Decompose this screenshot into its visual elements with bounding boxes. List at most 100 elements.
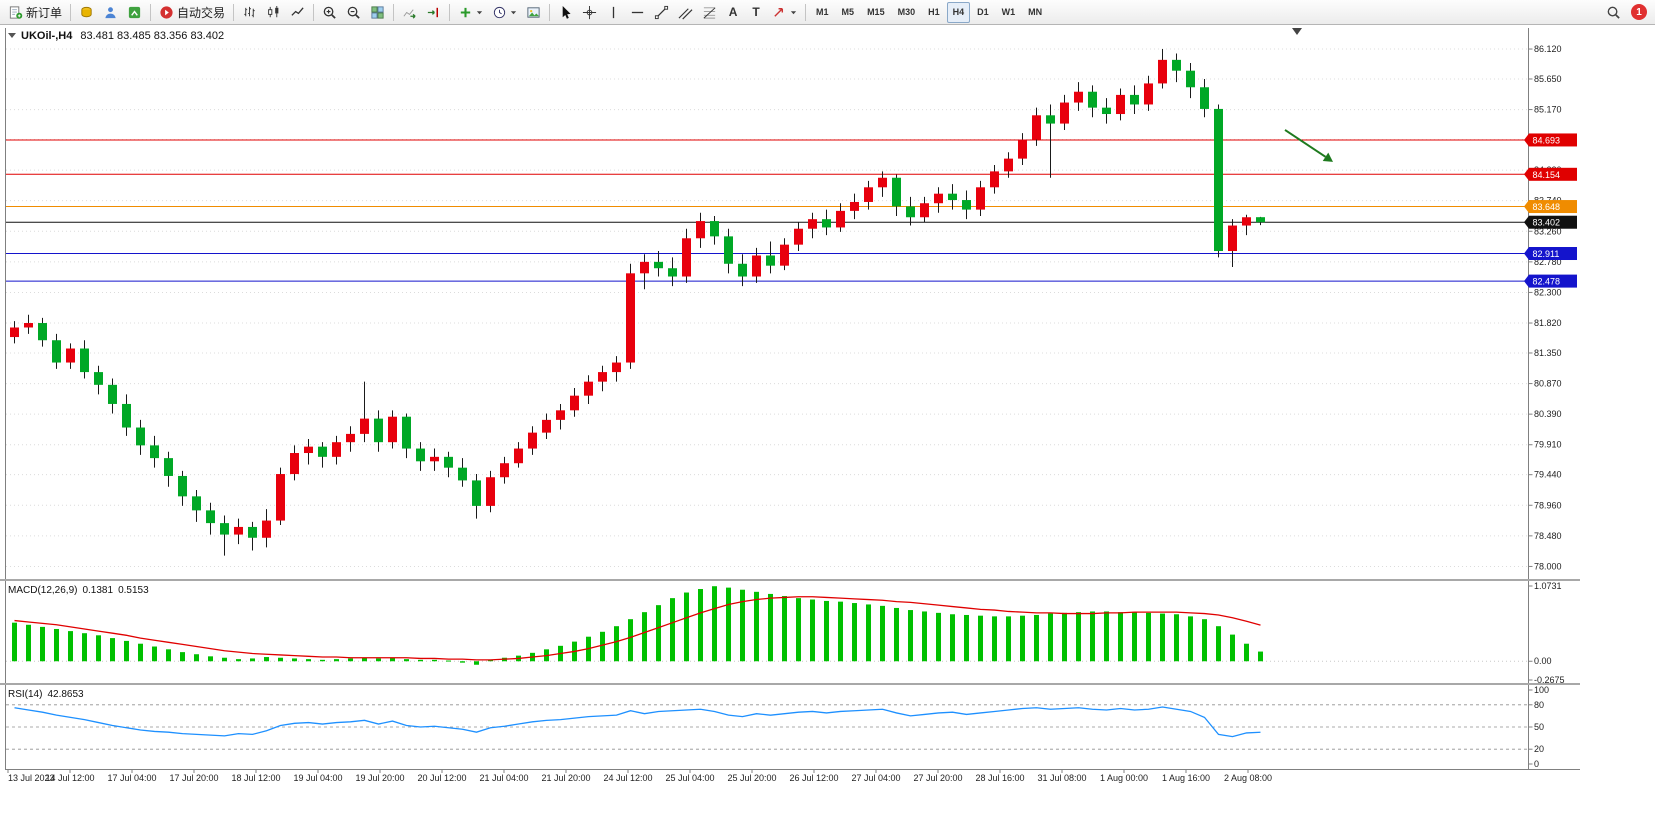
timeframe-m15[interactable]: M15 [861, 2, 891, 23]
toolbar-separator [150, 3, 152, 21]
svg-text:14 Jul 12:00: 14 Jul 12:00 [45, 773, 94, 783]
price-axis[interactable]: 86.12085.65085.17084.70084.22083.74083.2… [1528, 44, 1565, 769]
auto-scroll-button[interactable] [398, 2, 421, 23]
timeframe-h4[interactable]: H4 [946, 1, 971, 23]
svg-text:78.480: 78.480 [1534, 531, 1562, 541]
label-tool[interactable]: T [745, 2, 767, 23]
toolbar-separator [233, 3, 235, 21]
symbol-dropdown-icon[interactable] [8, 33, 16, 42]
search-button[interactable] [1602, 2, 1625, 23]
rsi-indicator-label: RSI(14) 42.8653 [8, 689, 89, 700]
price-badge-82.478: 82.478 [1533, 277, 1561, 287]
timeframe-m30[interactable]: M30 [892, 2, 922, 23]
periods-button[interactable] [488, 2, 521, 23]
toolbar-items: 新订单 自动交易 A T M1 M5 M15 M30 H1 H4 D1 W1 MN [4, 1, 1048, 23]
new-chart-button[interactable] [454, 2, 487, 23]
price-badge-83.402: 83.402 [1533, 218, 1561, 228]
toolbar-separator [393, 3, 395, 21]
timeframe-m5[interactable]: M5 [836, 2, 861, 23]
svg-text:79.910: 79.910 [1534, 440, 1562, 450]
svg-text:24 Jul 12:00: 24 Jul 12:00 [603, 773, 652, 783]
svg-text:80.390: 80.390 [1534, 409, 1562, 419]
vertical-line-tool[interactable] [602, 2, 625, 23]
timeframe-h1[interactable]: H1 [922, 2, 946, 23]
channel-tool[interactable] [674, 2, 697, 23]
chart-shift-marker[interactable] [1292, 28, 1302, 35]
toolbar-separator [70, 3, 72, 21]
svg-text:0.00: 0.00 [1534, 656, 1552, 666]
timeframe-w1[interactable]: W1 [996, 2, 1022, 23]
svg-text:31 Jul 08:00: 31 Jul 08:00 [1037, 773, 1086, 783]
cursor-tool[interactable] [554, 2, 577, 23]
toolbar: 新订单 自动交易 A T M1 M5 M15 M30 H1 H4 D1 W1 MN 1 [0, 0, 1655, 25]
svg-text:1 Aug 16:00: 1 Aug 16:00 [1162, 773, 1210, 783]
text-tool[interactable]: A [722, 2, 744, 23]
new-order-button[interactable]: 新订单 [4, 2, 66, 23]
svg-text:17 Jul 20:00: 17 Jul 20:00 [169, 773, 218, 783]
rsi-value: 42.8653 [47, 689, 84, 700]
svg-text:78.000: 78.000 [1534, 561, 1562, 571]
price-badge-83.648: 83.648 [1533, 202, 1561, 212]
timeframe-d1[interactable]: D1 [971, 2, 995, 23]
horizontal-line-tool[interactable] [626, 2, 649, 23]
svg-text:18 Jul 12:00: 18 Jul 12:00 [231, 773, 280, 783]
price-badge-84.154: 84.154 [1533, 170, 1561, 180]
crosshair-tool[interactable] [578, 2, 601, 23]
macd-signal-value: 0.5153 [118, 585, 149, 596]
chart-shift-button[interactable] [422, 2, 445, 23]
svg-text:2 Aug 08:00: 2 Aug 08:00 [1224, 773, 1272, 783]
toolbar-separator [313, 3, 315, 21]
auto-trading-button[interactable]: 自动交易 [155, 2, 229, 23]
timeframe-mn[interactable]: MN [1022, 2, 1048, 23]
symbol-timeframe-label: UKOil-,H4 [21, 29, 73, 42]
templates-button[interactable] [522, 2, 545, 23]
svg-text:50: 50 [1534, 722, 1544, 732]
svg-text:25 Jul 04:00: 25 Jul 04:00 [665, 773, 714, 783]
candle-chart-button[interactable] [262, 2, 285, 23]
svg-text:79.440: 79.440 [1534, 470, 1562, 480]
svg-text:21 Jul 20:00: 21 Jul 20:00 [541, 773, 590, 783]
svg-text:100: 100 [1534, 685, 1549, 695]
svg-text:1.0731: 1.0731 [1534, 581, 1562, 591]
svg-text:82.780: 82.780 [1534, 257, 1562, 267]
timeframe-m1[interactable]: M1 [810, 2, 835, 23]
market-watch-button[interactable] [75, 2, 98, 23]
rsi-name: RSI(14) [8, 689, 43, 700]
toolbar-separator [449, 3, 451, 21]
data-window-button[interactable] [99, 2, 122, 23]
zoom-in-button[interactable] [318, 2, 341, 23]
toolbar-separator [549, 3, 551, 21]
svg-text:17 Jul 04:00: 17 Jul 04:00 [107, 773, 156, 783]
price-level-badges: 84.693 84.154 83.648 83.402 82.911 82.478 [1524, 133, 1577, 288]
macd-main-value: 0.1381 [82, 585, 114, 596]
shapes-tool[interactable] [768, 2, 801, 23]
svg-text:19 Jul 20:00: 19 Jul 20:00 [355, 773, 404, 783]
chart-symbol-title: UKOil-,H4 83.481 83.485 83.356 83.402 [8, 29, 224, 42]
notification-badge[interactable]: 1 [1631, 4, 1647, 20]
bar-chart-button[interactable] [238, 2, 261, 23]
toolbar-right: 1 [1602, 2, 1651, 23]
macd-name: MACD(12,26,9) [8, 585, 78, 596]
rsi-line [14, 706, 1261, 738]
line-chart-button[interactable] [286, 2, 309, 23]
ohlc-values: 83.481 83.485 83.356 83.402 [80, 29, 225, 42]
svg-text:28 Jul 16:00: 28 Jul 16:00 [975, 773, 1024, 783]
tile-windows-button[interactable] [366, 2, 389, 23]
zoom-out-button[interactable] [342, 2, 365, 23]
trend-arrow-annotation[interactable] [1284, 129, 1333, 162]
svg-text:26 Jul 12:00: 26 Jul 12:00 [789, 773, 838, 783]
svg-text:86.120: 86.120 [1534, 44, 1562, 54]
navigator-button[interactable] [123, 2, 146, 23]
svg-text:20: 20 [1534, 744, 1544, 754]
trendline-tool[interactable] [650, 2, 673, 23]
svg-text:27 Jul 20:00: 27 Jul 20:00 [913, 773, 962, 783]
price-badge-82.911: 82.911 [1533, 249, 1560, 259]
candlestick-series [10, 49, 1265, 556]
panel-separator-macd[interactable] [0, 579, 1580, 581]
fibonacci-tool[interactable] [698, 2, 721, 23]
panel-separator-rsi[interactable] [0, 683, 1580, 685]
macd-indicator-label: MACD(12,26,9) 0.1381 0.5153 [8, 585, 154, 596]
